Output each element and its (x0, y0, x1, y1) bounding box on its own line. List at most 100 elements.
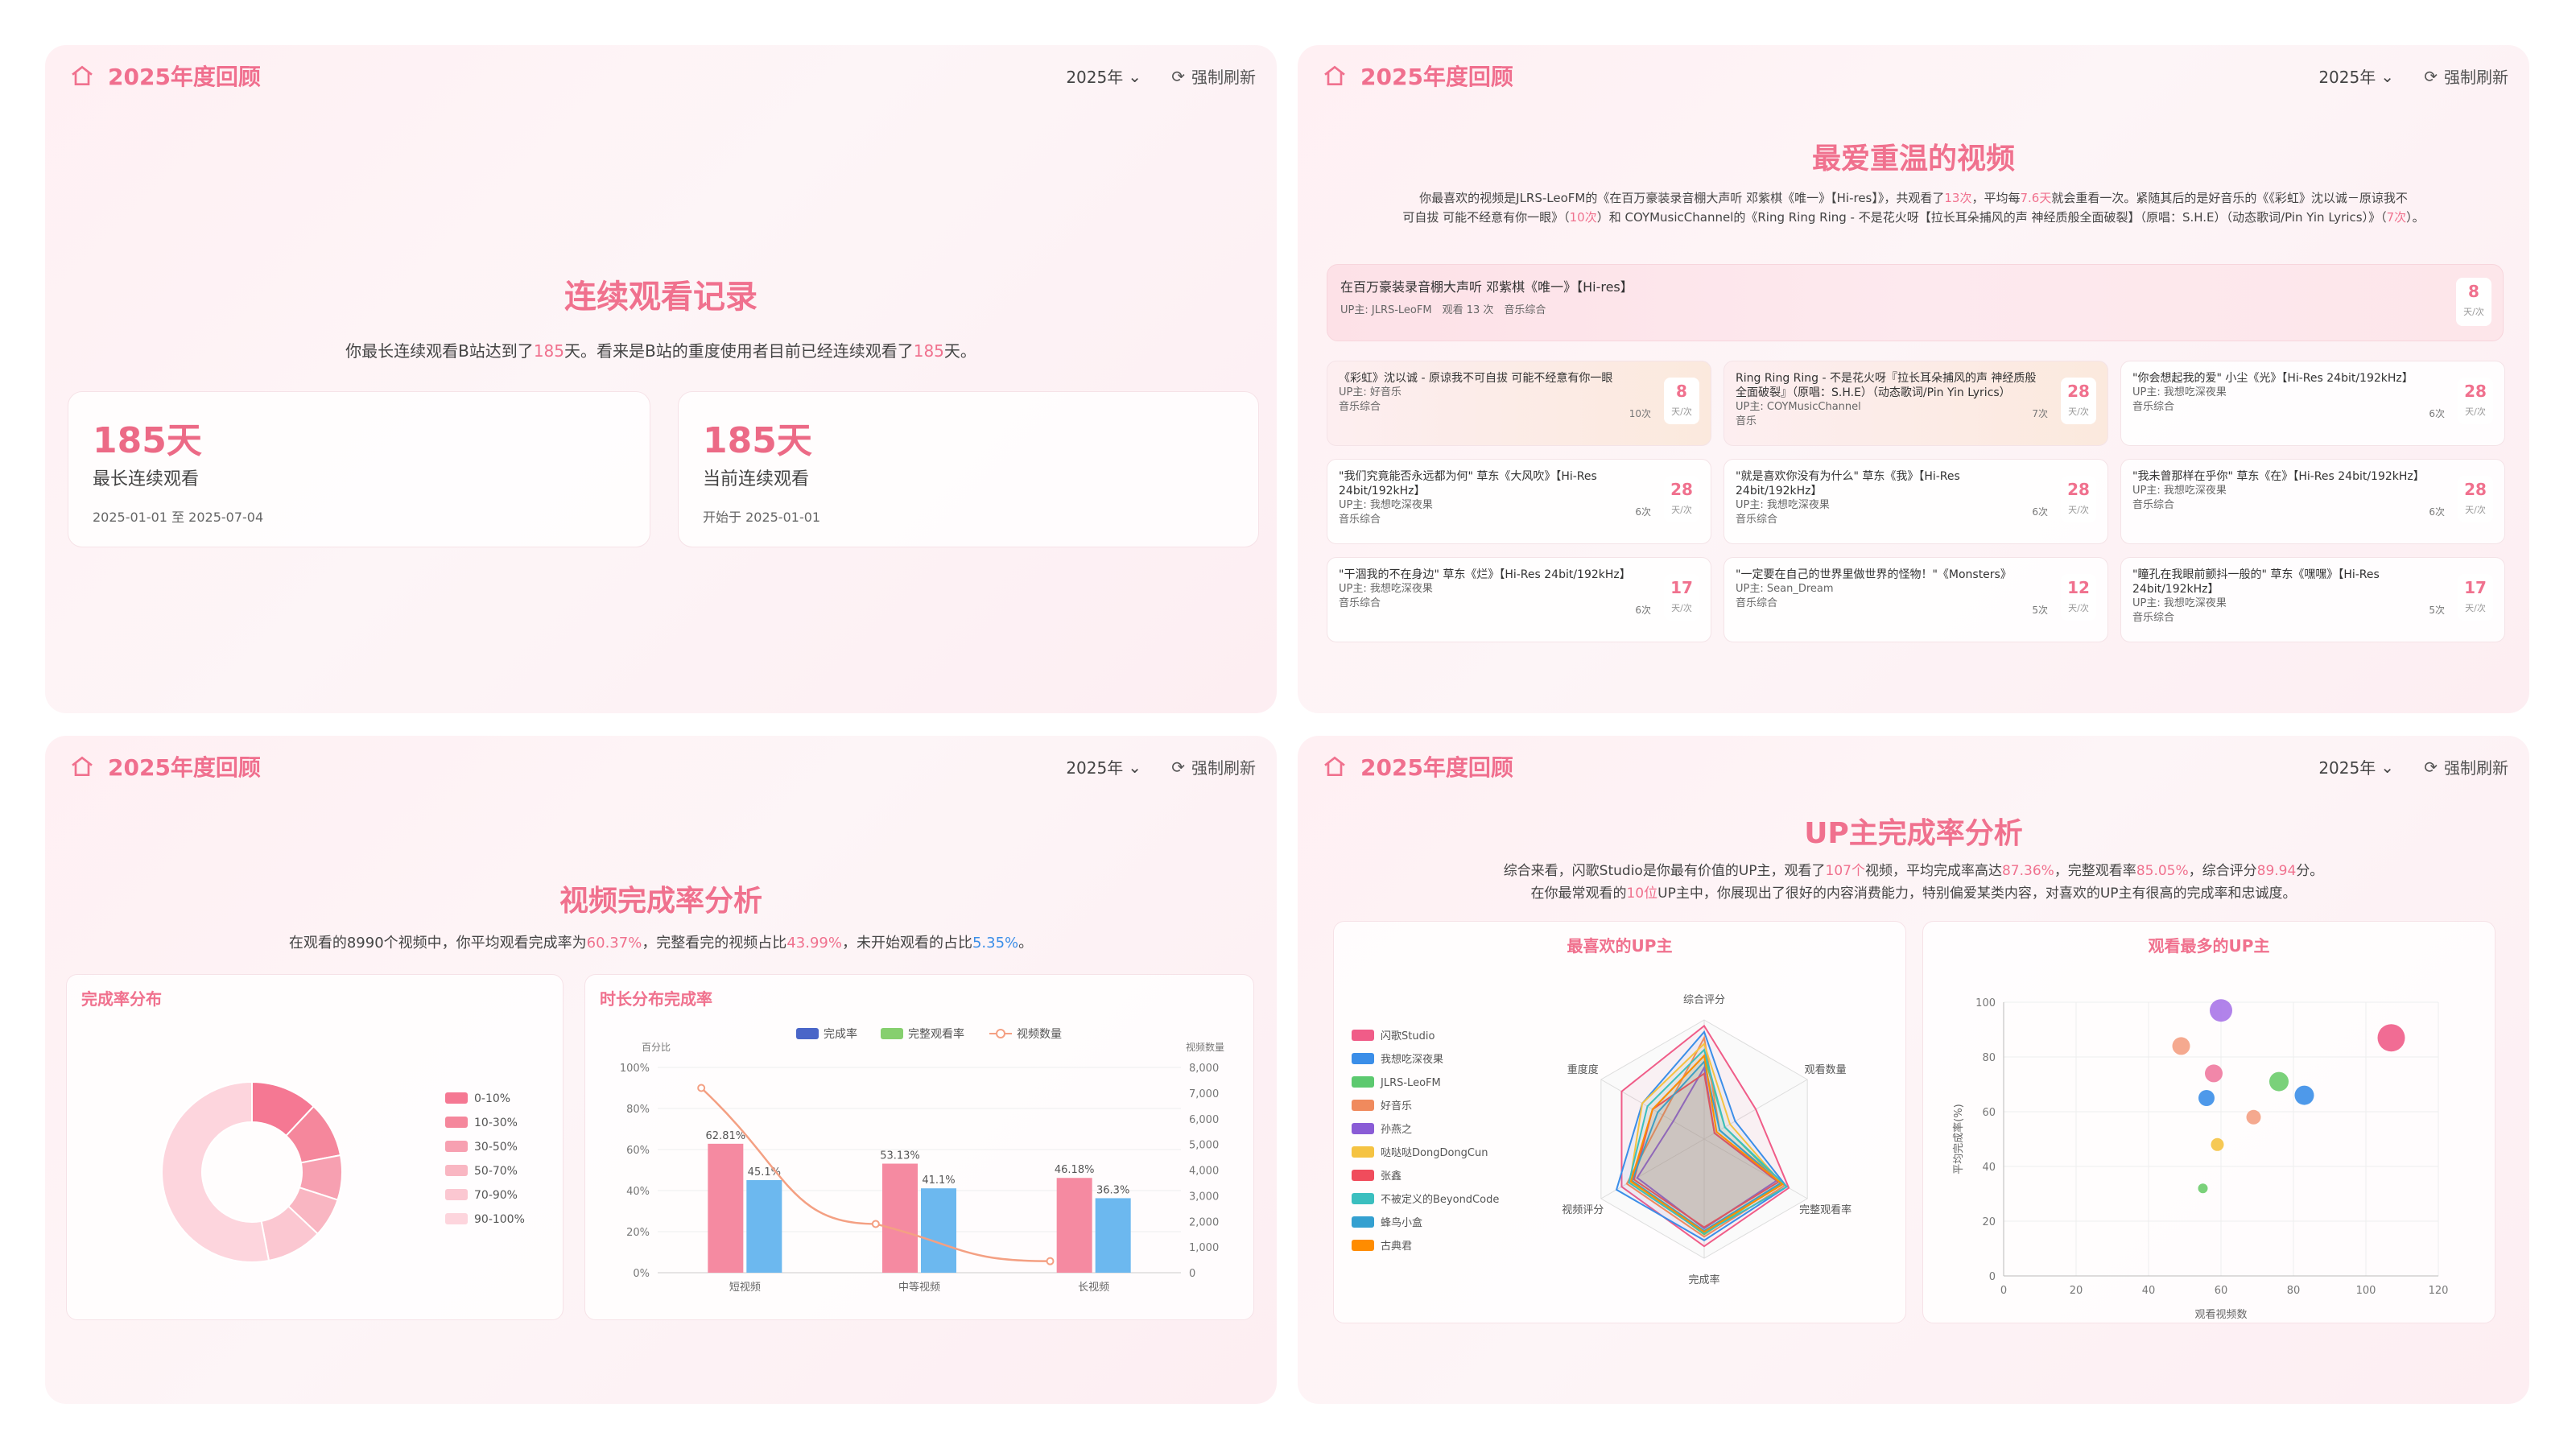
legend-label: 30-50% (474, 1141, 518, 1154)
video-interval: 8 天/次 (1664, 378, 1699, 424)
scatter-point[interactable] (2198, 1090, 2215, 1106)
video-tag: 音乐综合 (1736, 597, 1778, 609)
featured-count-value: 8 (2468, 282, 2479, 301)
rewatch-video-card[interactable]: "一定要在自己的世界里做世界的怪物！"《Monsters》 UP主: Sean_D… (1724, 557, 2108, 642)
video-interval: 17 天/次 (1664, 574, 1699, 621)
bar-completion[interactable] (882, 1163, 918, 1273)
legend-swatch (1352, 1170, 1374, 1181)
longest-label: 最长连续观看 (93, 469, 200, 489)
y-tick: 40 (1982, 1162, 1996, 1174)
scatter-point[interactable] (2294, 1085, 2314, 1105)
bar-full-watch[interactable] (1095, 1198, 1131, 1273)
completion-description: 在观看的8990个视频中，你平均观看完成率为60.37%，完整看完的视频占比43… (288, 935, 1034, 952)
y2-tick: 1,000 (1189, 1242, 1219, 1254)
video-interval-unit: 天/次 (2465, 603, 2486, 613)
video-interval-value: 8 (1676, 382, 1687, 401)
home-icon (1324, 65, 1345, 85)
scatter-point[interactable] (2377, 1024, 2405, 1052)
year-select[interactable]: 2025年 ⌄ (2318, 64, 2394, 88)
video-title: "你会想起我的爱" 小尘《光》【Hi-Res 24bit/192kHz】 (2132, 372, 2413, 385)
rewatch-video-card[interactable]: "我未曾那样在乎你" 草东《在》【Hi-Res 24bit/192kHz】 UP主… (2120, 459, 2505, 544)
legend-swatch (1352, 1100, 1374, 1111)
radar-series[interactable] (1631, 1059, 1782, 1232)
y-tick: 20% (626, 1227, 650, 1239)
brand-title: 2025年度回顾 (1360, 754, 1513, 781)
scatter-point[interactable] (2205, 1064, 2223, 1083)
legend-label: 90-100% (474, 1213, 525, 1226)
refresh-button[interactable]: ⟳ 强制刷新 (1171, 64, 1256, 88)
x-tick: 60 (2215, 1285, 2228, 1297)
scatter-point[interactable] (2210, 999, 2232, 1022)
refresh-button[interactable]: ⟳ 强制刷新 (2424, 755, 2508, 778)
current-streak-card: 185天 当前连续观看 开始于 2025-01-01 (678, 391, 1259, 547)
radar-chart: 闪歌Studio 我想吃深夜果 JLRS-LeoFM 好音乐孙燕之哒哒哒DongDon… (1352, 994, 1852, 1286)
featured-video-card[interactable]: 在百万豪装录音棚大声听 邓紫棋《唯一》【Hi-res】 UP主: JLRS-Le… (1327, 264, 2504, 341)
video-interval: 17 天/次 (2458, 574, 2493, 621)
brand[interactable]: 2025年度回顾 (1322, 750, 1513, 782)
refresh-button[interactable]: ⟳ 强制刷新 (2424, 64, 2508, 88)
bar-completion[interactable] (708, 1143, 744, 1273)
count-point[interactable] (871, 1220, 880, 1228)
y-tick: 0 (1989, 1271, 1996, 1283)
brand[interactable]: 2025年度回顾 (69, 60, 261, 92)
legend-label: 70-90% (474, 1189, 518, 1202)
y-axis-label: 平均完成率(%) (1952, 1104, 1965, 1174)
legend-swatch (1352, 1123, 1374, 1134)
video-title: "干涸我的不在身边" 草东《烂》【Hi-Res 24bit/192kHz】 (1339, 568, 1631, 581)
refresh-icon: ⟳ (2424, 66, 2438, 86)
rewatch-video-card[interactable]: "我们究竟能否永远都为何" 草东《大风吹》【Hi-Res 24bit/192kH… (1327, 459, 1711, 544)
rewatch-video-card[interactable]: "就是喜欢你没有为什么" 草东《我》【Hi-Res 24bit/192kHz】 U… (1724, 459, 2108, 544)
year-label: 2025年 (2318, 758, 2376, 778)
rewatch-video-card[interactable]: "干涸我的不在身边" 草东《烂》【Hi-Res 24bit/192kHz】 UP主… (1327, 557, 1711, 642)
brand[interactable]: 2025年度回顾 (69, 750, 261, 782)
bar-completion[interactable] (1056, 1178, 1092, 1273)
legend-label: 我想吃深夜果 (1381, 1053, 1443, 1066)
video-up: UP主: 我想吃深夜果 (2132, 597, 2227, 609)
panel-header: 2025年度回顾 2025年 ⌄ ⟳ 强制刷新 (1298, 45, 2529, 109)
rewatch-video-card[interactable]: "瞳孔在我眼前颤抖一般的" 草东《嘿嘿》【Hi-Res 24bit/192kHz… (2120, 557, 2505, 642)
y-tick: 0% (633, 1268, 650, 1280)
year-label: 2025年 (1066, 68, 1124, 87)
home-icon (72, 756, 93, 776)
year-select[interactable]: 2025年 ⌄ (2318, 755, 2394, 778)
video-interval-value: 28 (2067, 382, 2090, 401)
rewatch-description: 你最喜欢的视频是JLRS-LeoFM的《在百万豪装录音棚大声听 邓紫棋《唯一》【… (1402, 191, 2425, 225)
video-up: UP主: 我想吃深夜果 (1736, 499, 1830, 511)
radar-series[interactable] (1628, 1048, 1789, 1235)
video-watch-count: 5次 (2429, 605, 2445, 616)
rewatch-video-card[interactable]: Ring Ring Ring - 不是花火呀『拉长耳朵捕风的声 神经质般全面破裂… (1724, 361, 2108, 446)
video-tag: 音乐综合 (2132, 499, 2175, 511)
refresh-icon: ⟳ (1171, 66, 1185, 86)
rewatch-video-card[interactable]: 《彩虹》沈以诚 - 原谅我不可自拔 可能不经意有你一眼 UP主: 好音乐 音乐综合 1… (1327, 361, 1711, 446)
bar-full-watch[interactable] (746, 1179, 782, 1273)
scatter-chart-card: 观看最多的UP主 0 20 40 60 80 100 0 20 40 60 80 100 120 观看视频… (1922, 921, 2496, 1323)
scatter-point[interactable] (2211, 1137, 2224, 1151)
completion-panel: 2025年度回顾 2025年 ⌄ ⟳ 强制刷新 视频完成率分析 在观看的8990个视… (45, 736, 1277, 1404)
year-select[interactable]: 2025年 ⌄ (1066, 755, 1141, 778)
scatter-point[interactable] (2198, 1183, 2208, 1194)
video-watch-count: 6次 (2429, 506, 2445, 518)
scatter-point[interactable] (2172, 1037, 2190, 1055)
video-watch-count: 6次 (1635, 506, 1651, 518)
video-interval-value: 17 (2464, 578, 2487, 597)
panel-header: 2025年度回顾 2025年 ⌄ ⟳ 强制刷新 (45, 45, 1277, 109)
video-watch-count: 6次 (2032, 506, 2048, 518)
count-point[interactable] (697, 1084, 706, 1092)
donut-slice[interactable] (161, 1080, 270, 1263)
count-point[interactable] (1046, 1257, 1055, 1265)
year-select[interactable]: 2025年 ⌄ (1066, 64, 1141, 88)
video-interval-unit: 天/次 (1671, 407, 1692, 417)
radar-series[interactable] (1629, 1054, 1785, 1233)
refresh-button[interactable]: ⟳ 强制刷新 (1171, 755, 1256, 778)
page-title: 连续观看记录 (564, 279, 758, 316)
rewatch-video-card[interactable]: "你会想起我的爱" 小尘《光》【Hi-Res 24bit/192kHz】 UP主:… (2120, 361, 2505, 446)
y-tick: 60% (626, 1145, 650, 1157)
brand[interactable]: 2025年度回顾 (1322, 60, 1513, 92)
scatter-point[interactable] (2246, 1109, 2261, 1125)
featured-video-title: 在百万豪装录音棚大声听 邓紫棋《唯一》【Hi-res】 (1340, 279, 1633, 295)
radar-series[interactable] (1620, 1024, 1790, 1248)
bar-chart-card: 时长分布完成率 完成率 完整观看率 视频数量 百分比 视频数量 0% 20% 40% 60% 80… (584, 974, 1254, 1320)
scatter-point[interactable] (2269, 1071, 2289, 1092)
bar-full-watch[interactable] (921, 1188, 956, 1273)
